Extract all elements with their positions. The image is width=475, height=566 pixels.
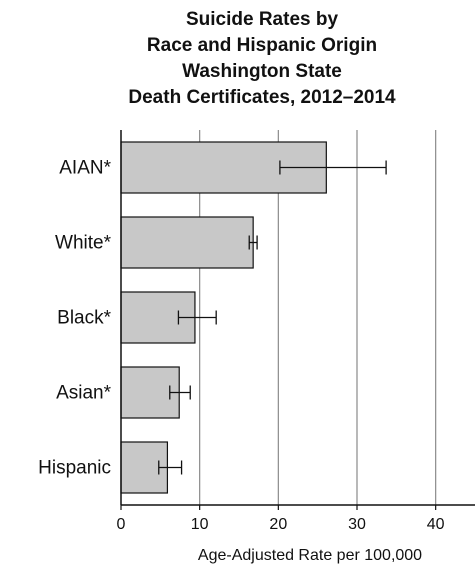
chart-title-line-3: Washington State bbox=[182, 61, 342, 82]
error-bars bbox=[158, 160, 387, 475]
error-bar-0 bbox=[279, 160, 387, 175]
chart-title-line-1: Suicide Rates by bbox=[186, 9, 338, 30]
error-bar-3 bbox=[169, 385, 191, 400]
error-bar-4 bbox=[158, 460, 183, 475]
category-label-3: Asian* bbox=[56, 383, 112, 404]
x-axis-label: Age-Adjusted Rate per 100,000 bbox=[198, 547, 422, 564]
x-tick-label-30: 30 bbox=[348, 516, 366, 533]
category-label-2: Black* bbox=[57, 308, 111, 329]
x-tick-label-40: 40 bbox=[427, 516, 445, 533]
category-label-4: Hispanic bbox=[38, 458, 111, 479]
category-labels: AIAN* White* Black* Asian* Hispanic bbox=[38, 158, 111, 479]
category-label-0: AIAN* bbox=[59, 158, 111, 179]
bars bbox=[120, 141, 327, 494]
error-bar-1 bbox=[248, 235, 258, 250]
error-bar-2 bbox=[177, 310, 217, 325]
bar-1 bbox=[120, 216, 254, 269]
x-tick-label-10: 10 bbox=[191, 516, 209, 533]
x-tick-label-0: 0 bbox=[117, 516, 126, 533]
x-tick-label-20: 20 bbox=[269, 516, 287, 533]
chart-title: Suicide Rates by Race and Hispanic Origi… bbox=[128, 9, 396, 108]
chart-title-line-2: Race and Hispanic Origin bbox=[147, 35, 377, 56]
category-label-1: White* bbox=[55, 233, 112, 254]
x-axis: 0 10 20 30 40 bbox=[117, 130, 475, 533]
chart-title-line-4: Death Certificates, 2012–2014 bbox=[128, 87, 396, 108]
